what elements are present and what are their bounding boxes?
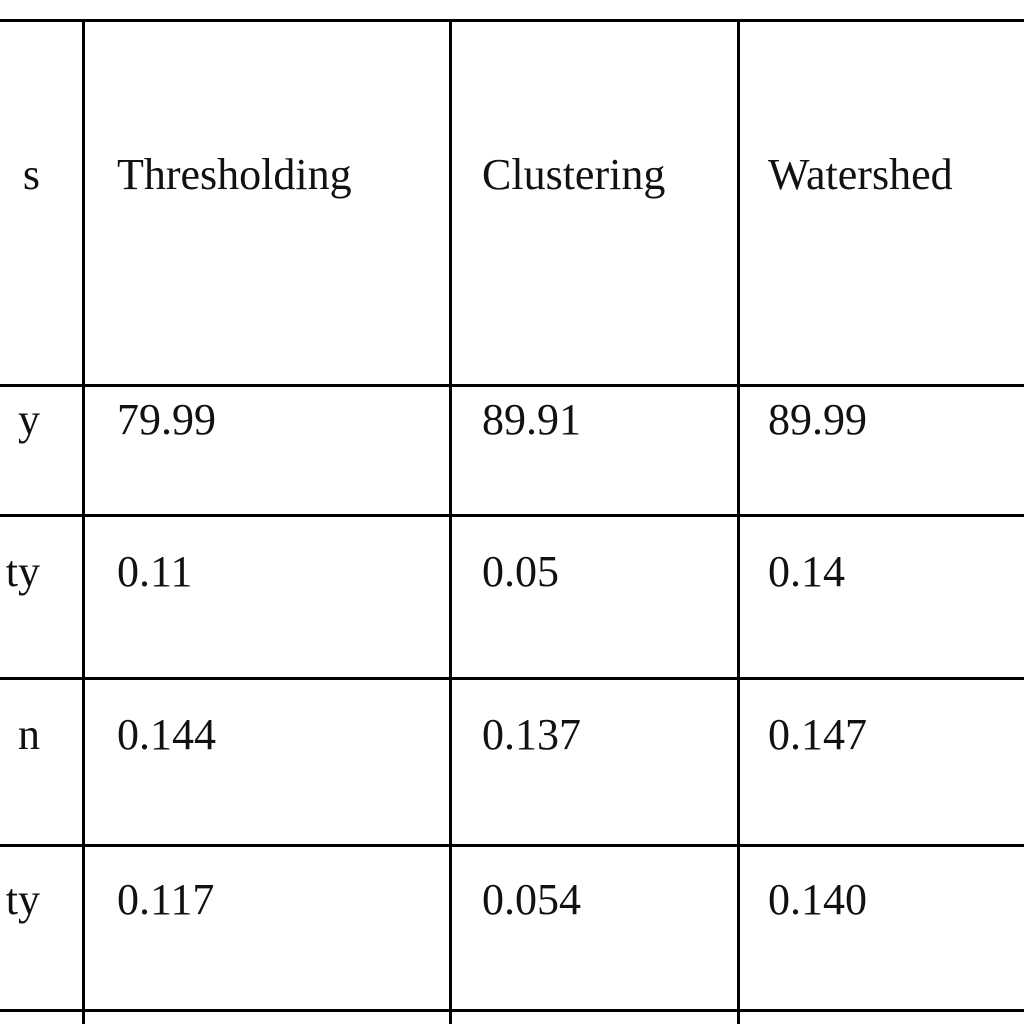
table-cell: 0.11 xyxy=(117,547,193,596)
table-cell: 0.05 xyxy=(482,547,559,596)
table-cell: 89.91 xyxy=(482,395,581,444)
header-cell: Clustering xyxy=(482,150,666,199)
table-cell: 0.054 xyxy=(482,875,581,924)
column-line xyxy=(449,20,452,1024)
row-line xyxy=(0,1009,1024,1012)
table-cell: ty xyxy=(5,875,40,924)
table-cell: y xyxy=(18,395,40,444)
table-cell: 0.14 xyxy=(768,547,845,596)
table-cell: 0.137 xyxy=(482,710,581,759)
row-line xyxy=(0,19,1024,22)
table-cell: ty xyxy=(5,547,40,596)
column-line xyxy=(737,20,740,1024)
table-cell: 0.144 xyxy=(117,710,216,759)
table-cell: 89.99 xyxy=(768,395,867,444)
table-cell: n xyxy=(18,710,40,759)
table-cell: 0.147 xyxy=(768,710,867,759)
row-line xyxy=(0,677,1024,680)
row-line xyxy=(0,384,1024,387)
row-line xyxy=(0,844,1024,847)
header-cell: Watershed xyxy=(768,150,953,199)
column-line xyxy=(82,20,85,1024)
table-cell: 0.140 xyxy=(768,875,867,924)
row-line xyxy=(0,514,1024,517)
table-cell: 0.117 xyxy=(117,875,215,924)
header-cell: Thresholding xyxy=(117,150,352,199)
table-cell: 79.99 xyxy=(117,395,216,444)
header-cell: s xyxy=(22,150,40,199)
